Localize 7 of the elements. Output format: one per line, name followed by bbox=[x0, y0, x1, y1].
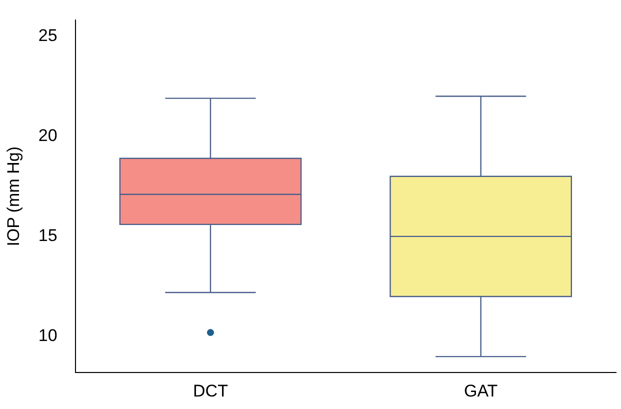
x-tick-label: DCT bbox=[193, 381, 228, 400]
y-tick-label: 15 bbox=[38, 226, 58, 246]
y-tick-label: 20 bbox=[38, 126, 58, 146]
y-axis-title: IOP (mm Hg) bbox=[4, 146, 23, 246]
x-tick-label: GAT bbox=[464, 381, 498, 400]
y-tick-label: 10 bbox=[38, 326, 58, 346]
y-tick-label: 25 bbox=[38, 26, 58, 45]
